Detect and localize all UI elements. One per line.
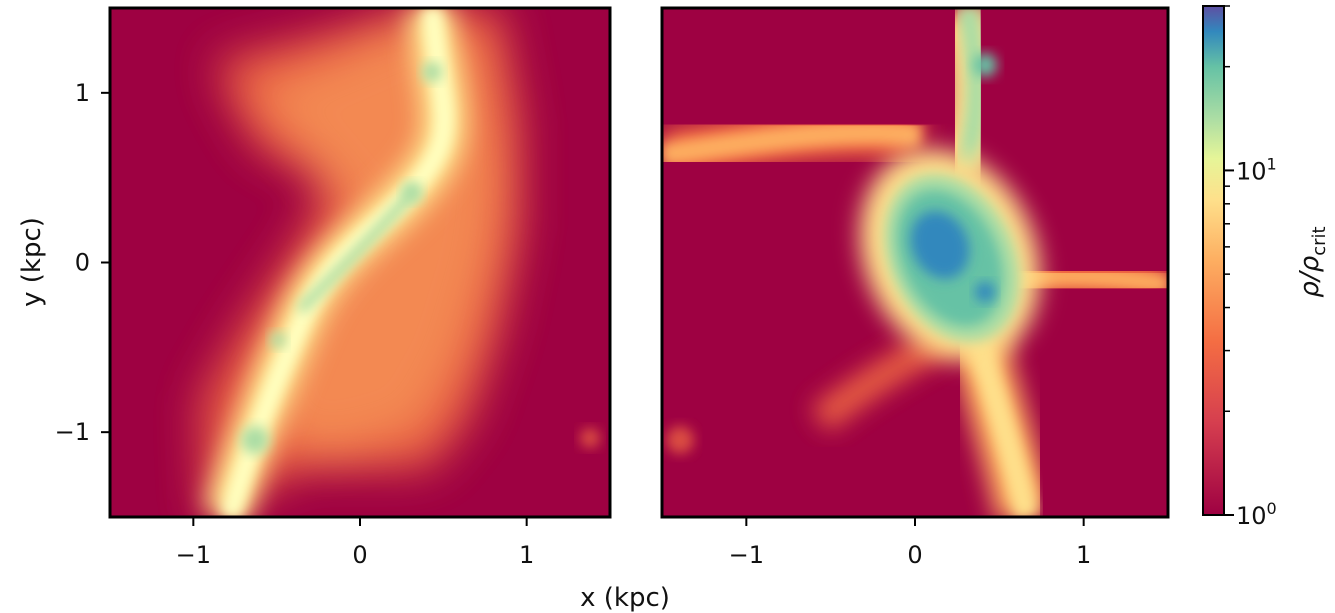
right-x-ticks: −1 0 1: [729, 517, 1091, 569]
x-tick-label: 0: [907, 541, 922, 569]
shared-x-axis-label: x (kpc): [580, 583, 670, 613]
left-y-ticks: −1 0 1: [55, 79, 110, 446]
colorbar-tick-label: 101: [1236, 154, 1277, 185]
right-density-map: [662, 8, 1168, 517]
x-tick-label: 1: [519, 541, 534, 569]
y-tick-label: −1: [55, 418, 90, 446]
x-tick-label: 0: [352, 541, 367, 569]
colorbar-gradient: [1202, 5, 1225, 516]
colorbar-ticks: 100 101: [1224, 5, 1277, 530]
right-halo-core: [910, 211, 970, 279]
colorbar: 100 101 ρ/ρcrit: [1202, 5, 1330, 530]
left-clump-upper: [402, 182, 422, 202]
y-tick-label: 1: [75, 79, 90, 107]
left-density-map: [110, 8, 610, 517]
y-tick-label: 0: [75, 249, 90, 277]
right-panel: −1 0 1: [660, 6, 1170, 569]
colorbar-label: ρ/ρcrit: [1295, 226, 1330, 297]
right-clump-top: [973, 53, 997, 77]
left-panel: −1 0 1 −1 0 1: [55, 6, 612, 569]
y-axis-label: y (kpc): [17, 217, 47, 307]
left-clump-lower: [241, 426, 269, 454]
x-tick-label: −1: [729, 541, 764, 569]
left-x-ticks: −1 0 1: [176, 517, 534, 569]
x-tick-label: 1: [1076, 541, 1091, 569]
x-tick-label: −1: [176, 541, 211, 569]
colorbar-tick-label: 100: [1236, 499, 1277, 530]
